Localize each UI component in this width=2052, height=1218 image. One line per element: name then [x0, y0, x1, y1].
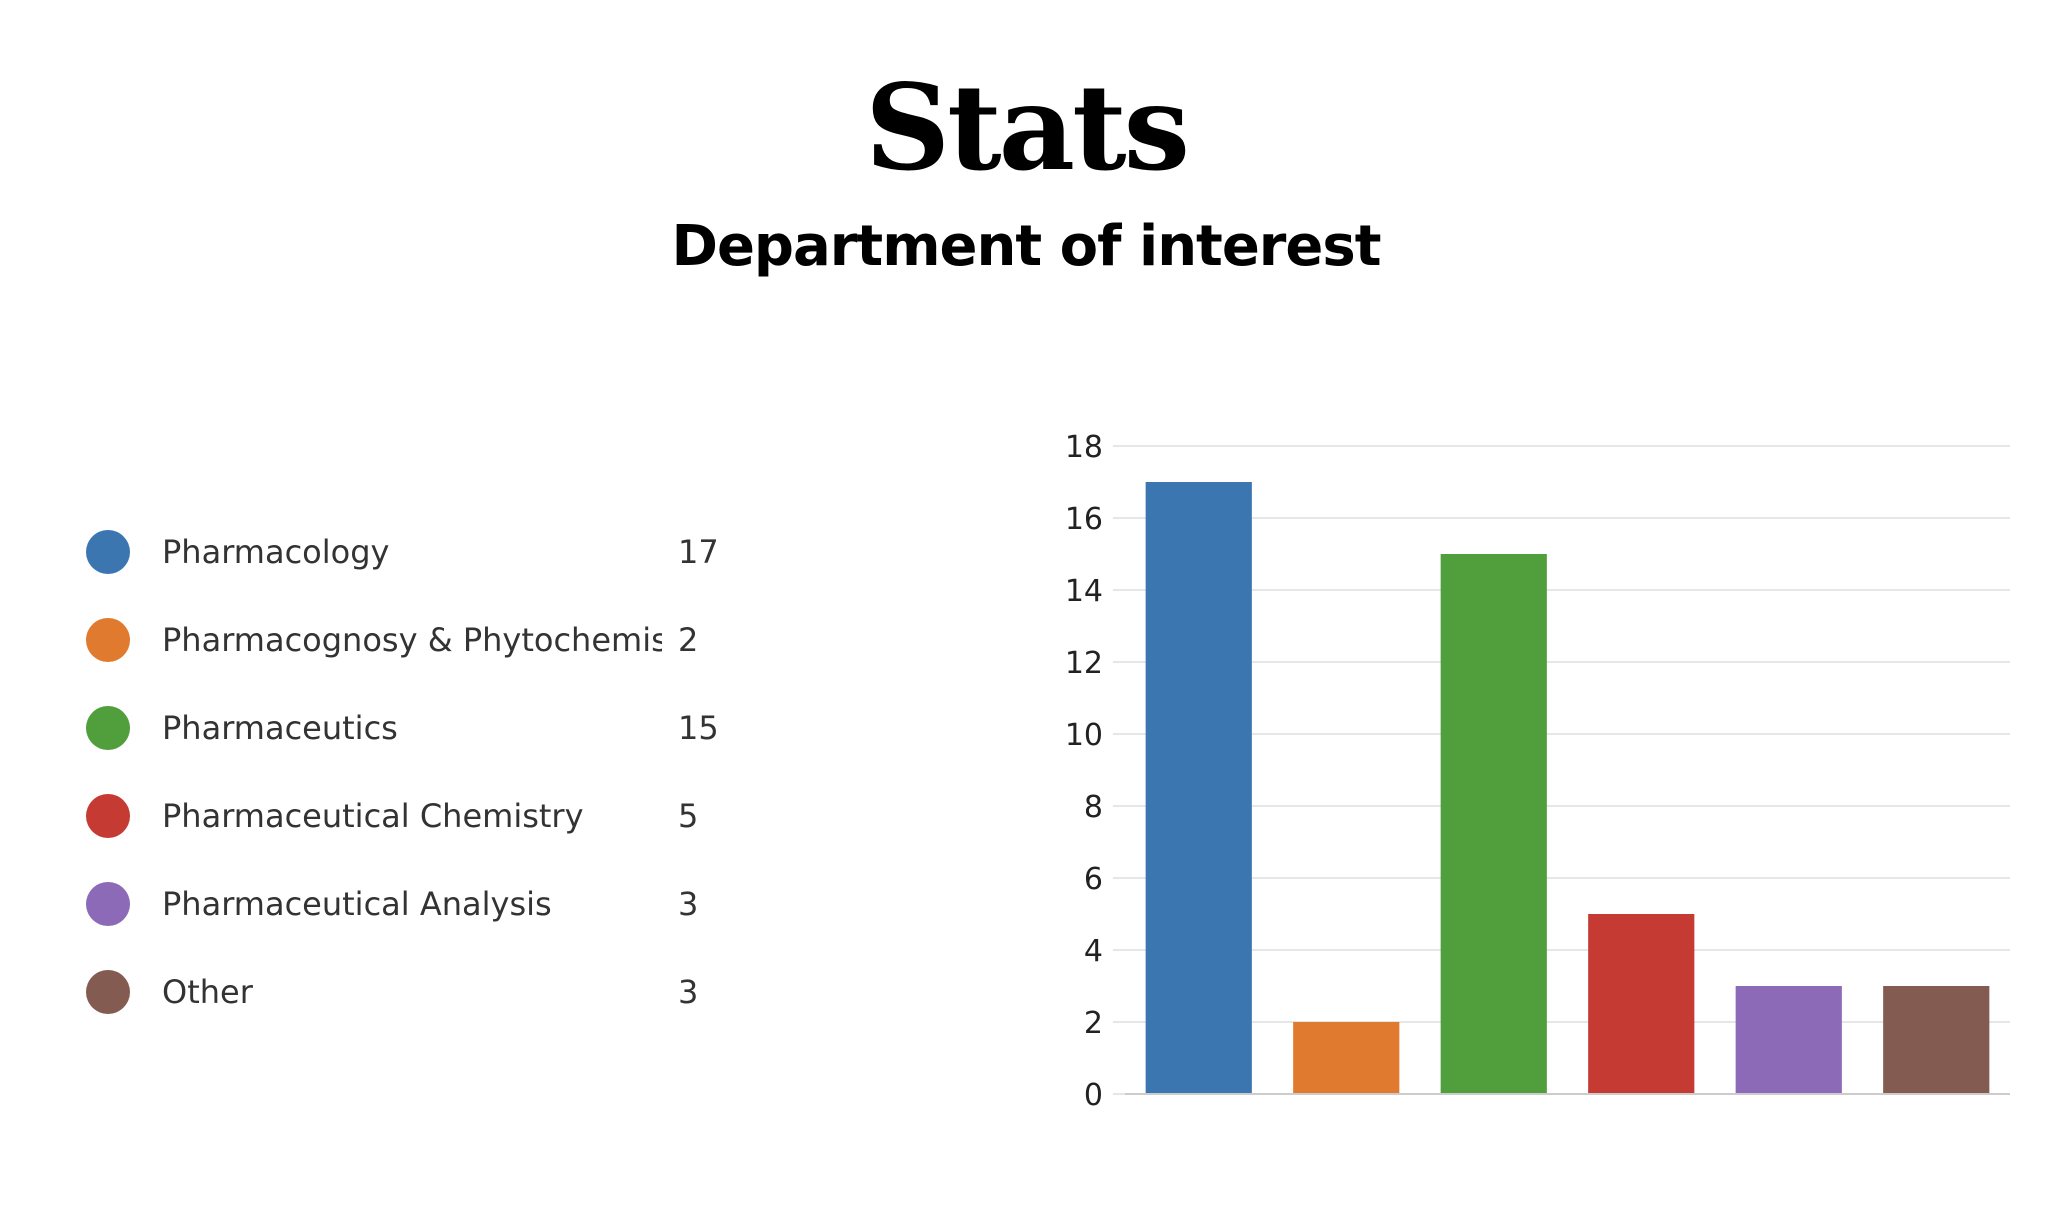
legend-item-other[interactable]: Other 3: [86, 948, 806, 1036]
legend-value: 2: [678, 621, 699, 659]
y-tick-label: 14: [1065, 574, 1103, 609]
bar-chart: 0 2 4 6 8 10 12 14 16 18: [1065, 430, 2010, 1113]
legend-item-pharmacognosy[interactable]: Pharmacognosy & Phytochemis... 2: [86, 596, 806, 684]
legend-dot-icon: [86, 794, 130, 838]
y-tick-label: 4: [1084, 934, 1103, 969]
legend-label: Pharmacognosy & Phytochemis...: [162, 621, 662, 659]
legend-value: 15: [678, 709, 719, 747]
y-tick-label: 18: [1065, 430, 1103, 465]
chart-legend: Pharmacology 17 Pharmacognosy & Phytoche…: [86, 508, 806, 1036]
bar-3[interactable]: [1440, 554, 1547, 1094]
bar-6[interactable]: [1883, 986, 1990, 1094]
legend-label: Pharmaceutics: [162, 709, 398, 747]
legend-item-pharmaceutical-chemistry[interactable]: Pharmaceutical Chemistry 5: [86, 772, 806, 860]
legend-dot-icon: [86, 706, 130, 750]
legend-label: Pharmaceutical Chemistry: [162, 797, 584, 835]
legend-item-pharmaceutics[interactable]: Pharmaceutics 15: [86, 684, 806, 772]
y-tick-label: 16: [1065, 502, 1103, 537]
legend-value: 3: [678, 885, 699, 923]
page-title: Stats: [864, 58, 1190, 197]
legend-value: 17: [678, 533, 719, 571]
legend-dot-icon: [86, 882, 130, 926]
bar-4[interactable]: [1588, 914, 1695, 1094]
legend-item-pharmacology[interactable]: Pharmacology 17: [86, 508, 806, 596]
bar-5[interactable]: [1735, 986, 1842, 1094]
bars: [1145, 482, 1990, 1094]
legend-dot-icon: [86, 530, 130, 574]
bar-2[interactable]: [1293, 1022, 1400, 1094]
legend-dot-icon: [86, 618, 130, 662]
legend-label: Pharmacology: [162, 533, 390, 571]
y-tick-label: 0: [1084, 1078, 1103, 1113]
bar-1[interactable]: [1145, 482, 1252, 1094]
legend-label: Other: [162, 973, 253, 1011]
legend-value: 5: [678, 797, 699, 835]
grid-lines: [1113, 445, 2010, 1095]
legend-value: 3: [678, 973, 699, 1011]
y-tick-label: 12: [1065, 646, 1103, 681]
page-subtitle: Department of interest: [671, 214, 1381, 279]
y-axis-ticks: 0 2 4 6 8 10 12 14 16 18: [1065, 430, 1103, 1113]
legend-item-pharmaceutical-analysis[interactable]: Pharmaceutical Analysis 3: [86, 860, 806, 948]
y-tick-label: 6: [1084, 862, 1103, 897]
legend-dot-icon: [86, 970, 130, 1014]
y-tick-label: 10: [1065, 718, 1103, 753]
legend-label: Pharmaceutical Analysis: [162, 885, 552, 923]
y-tick-label: 8: [1084, 790, 1103, 825]
y-tick-label: 2: [1084, 1006, 1103, 1041]
